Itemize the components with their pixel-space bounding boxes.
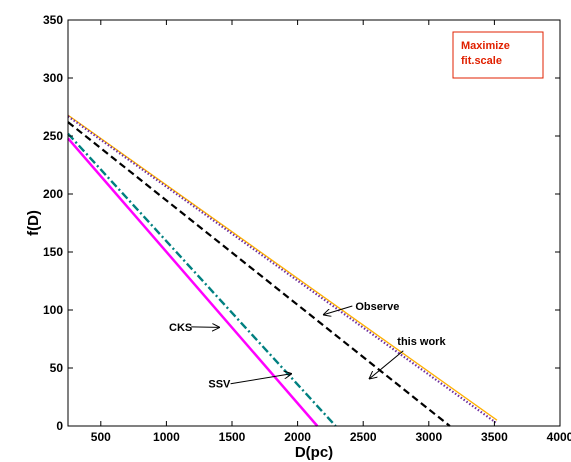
y-tick-label: 50: [50, 361, 64, 375]
y-axis-label: f(D): [25, 210, 42, 236]
note-box-frame: [452, 31, 544, 79]
annotation-arrow-this-work: [370, 350, 404, 379]
plot-area: [68, 20, 560, 426]
y-tick-label: 200: [43, 187, 63, 201]
annotation-layer: Observe this work CKS SSV: [169, 301, 446, 391]
note-box: Maximize fit.scale: [452, 31, 544, 79]
y-tick-label: 250: [43, 129, 63, 143]
x-tick-label: 2500: [350, 430, 377, 444]
y-tick-label: 300: [43, 71, 63, 85]
annotation-label-cks: CKS: [169, 322, 192, 334]
x-tick-label: 500: [91, 430, 111, 444]
series-line-this-work: [67, 121, 451, 427]
y-tick-label: 0: [56, 419, 63, 433]
x-axis-label: D(pc): [295, 444, 333, 461]
series-line-ssv: [67, 137, 319, 427]
x-tick-label: 3500: [481, 430, 508, 444]
series-layer: [67, 114, 498, 427]
y-tick-label: 150: [43, 245, 63, 259]
x-tick-label: 1000: [153, 430, 180, 444]
tick-layer: 500 1000 1500 2000 2500 3000 3500 4000 0 50 100 150…: [43, 13, 571, 444]
x-tick-label: 3000: [415, 430, 442, 444]
y-tick-label: 350: [43, 13, 63, 27]
annotation-label-this-work: this work: [397, 336, 446, 348]
annotation-arrow-observe: [324, 305, 353, 315]
plot-frame: [67, 19, 561, 427]
annotation-label-observe: Observe: [355, 301, 399, 313]
x-tick-label: 2000: [284, 430, 311, 444]
y-tick-label: 100: [43, 303, 63, 317]
series-line-unlabeled-1: [67, 115, 497, 424]
x-tick-label: 4000: [547, 430, 571, 444]
note-box-line-1: Maximize: [461, 40, 510, 52]
annotation-arrow-ssv: [230, 374, 291, 385]
series-line-cks: [67, 132, 337, 427]
note-box-line-2: fit.scale: [461, 55, 502, 67]
annotation-label-ssv: SSV: [208, 379, 231, 391]
x-tick-label: 1500: [219, 430, 246, 444]
series-line-observe: [67, 114, 498, 421]
annotation-arrow-cks: [191, 327, 219, 328]
